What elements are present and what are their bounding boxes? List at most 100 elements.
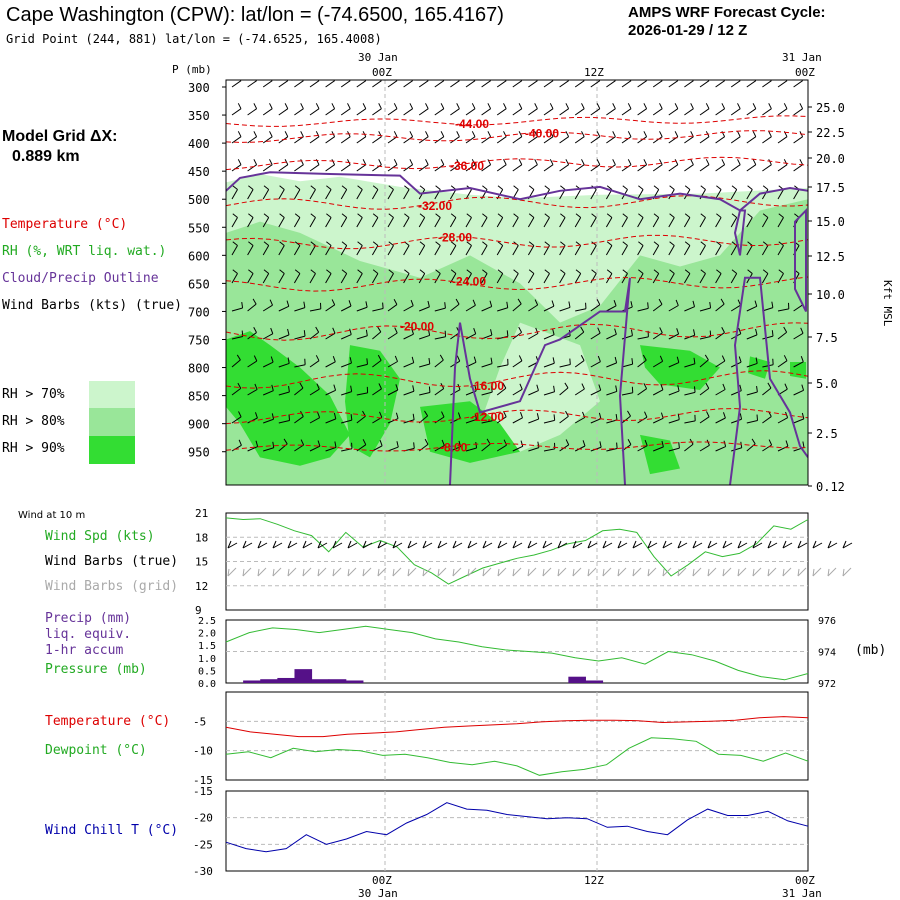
wind-barb (247, 213, 254, 228)
wind-barb (637, 302, 649, 312)
surface-wind-barb-grid (677, 567, 687, 577)
wind-barb (371, 241, 379, 256)
surface-wind-barb-true (587, 540, 598, 549)
temperature-contour (226, 234, 808, 250)
windchill-panel-frame (225, 790, 809, 872)
wind-barb (590, 384, 602, 396)
surface-wind-barb-grid (407, 567, 417, 577)
surface-wind-barb-grid (797, 567, 807, 577)
legend-rh: RH (%, WRT liq. wat.) (2, 244, 167, 259)
surface-wind-barb-grid (692, 567, 702, 577)
wind-barb (278, 159, 289, 172)
wind-barb (715, 103, 726, 116)
wind-barb (231, 301, 244, 312)
surface-wind-barb-true (482, 540, 493, 549)
wind-barb (465, 328, 477, 340)
wind-barb (262, 299, 273, 312)
wind-barb (699, 241, 706, 256)
wind-speed-label: Wind Spd (kts) (45, 529, 155, 544)
wind-barb (403, 185, 410, 200)
wind-barb (481, 241, 488, 256)
wind-barb (465, 131, 476, 144)
wind-barb (668, 80, 679, 88)
wind-barb (247, 440, 259, 452)
rh-90-region (226, 331, 350, 466)
wind-barb (356, 241, 363, 256)
grid-point-label: Grid Point (244, 881) lat/lon = (-74.652… (6, 32, 382, 46)
wind-barb (746, 241, 753, 256)
rh-90-label: RH > 90% (2, 441, 65, 456)
surface-wind-barb-grid (437, 567, 447, 577)
wind-barb (668, 213, 675, 228)
surface-wind-barb-true (572, 540, 583, 549)
rh-90-swatch (89, 436, 135, 464)
wind-barb (341, 414, 353, 424)
wind-barb (481, 414, 493, 424)
wind-barb (434, 302, 446, 312)
precip-sub1: liq. equiv. (45, 627, 132, 642)
wind-barb (481, 357, 493, 368)
surface-wind-barb-grid (482, 567, 492, 577)
wind-barb (356, 159, 367, 172)
wind-barb (434, 213, 441, 228)
wind-barb (371, 213, 379, 228)
wind-barb (793, 159, 804, 172)
wind-barb (668, 159, 679, 172)
wind-barb (512, 213, 519, 228)
wind-barb (372, 80, 382, 88)
wind-barb (496, 131, 507, 144)
wind-barb (621, 131, 632, 144)
wind-barb (621, 80, 632, 88)
wind-barb (746, 357, 758, 368)
wind-barb (559, 382, 569, 396)
precip-bar (294, 669, 313, 683)
precip-bar (277, 677, 295, 683)
wind-barb (371, 185, 379, 200)
wind-barb (715, 412, 726, 424)
wind-barb (668, 385, 680, 396)
rh-90-region (345, 345, 400, 458)
wind-barb (231, 103, 242, 116)
wind-barb (481, 159, 492, 172)
wind-barb (419, 386, 431, 396)
precip-bar (311, 679, 330, 683)
wind-barb (590, 269, 597, 284)
chart-title: Cape Washington (CPW): lat/lon = (-74.65… (6, 4, 504, 26)
surface-wind-barb-grid (602, 567, 612, 577)
wind-barb (746, 80, 757, 88)
surface-wind-barb-grid (452, 567, 462, 577)
wind-barb (309, 241, 316, 256)
wind-barb (574, 269, 582, 284)
wind-barb (341, 385, 353, 396)
wind-barb (683, 269, 691, 284)
wind-barb (387, 103, 398, 116)
precip-bar (345, 680, 364, 683)
wind-barb (325, 269, 332, 284)
surface-wind-barb-grid (707, 567, 717, 577)
wind-barb (294, 131, 304, 144)
rh-80-label: RH > 80% (2, 414, 65, 429)
temperature-contour-label: -20.00 (400, 319, 434, 333)
wind-barb (481, 213, 488, 228)
height-tick-label: 15.0 (816, 215, 845, 229)
wind-barb (668, 356, 680, 368)
surface-wind-barb-true (842, 540, 853, 549)
wind-barb (278, 185, 285, 200)
wind-barb (809, 443, 820, 451)
wind-barb (512, 383, 523, 396)
wind-barb (465, 159, 476, 172)
wind-barb (450, 103, 460, 116)
wind-barb (325, 412, 337, 424)
wind-barb (278, 103, 289, 116)
wind-barb (637, 354, 647, 368)
wind-barb (262, 131, 273, 144)
legend-cloud: Cloud/Precip Outline (2, 271, 159, 286)
surface-wind-barb-grid (587, 567, 597, 577)
surface-wind-barb-grid (737, 567, 747, 577)
wind-barb (606, 385, 618, 396)
wind-barb (465, 80, 476, 88)
surface-wind-barb-true (662, 540, 673, 549)
wind-barb (652, 384, 664, 396)
wind-barbs-grid-label: Wind Barbs (grid) (45, 579, 179, 594)
wind-barb (465, 269, 472, 284)
